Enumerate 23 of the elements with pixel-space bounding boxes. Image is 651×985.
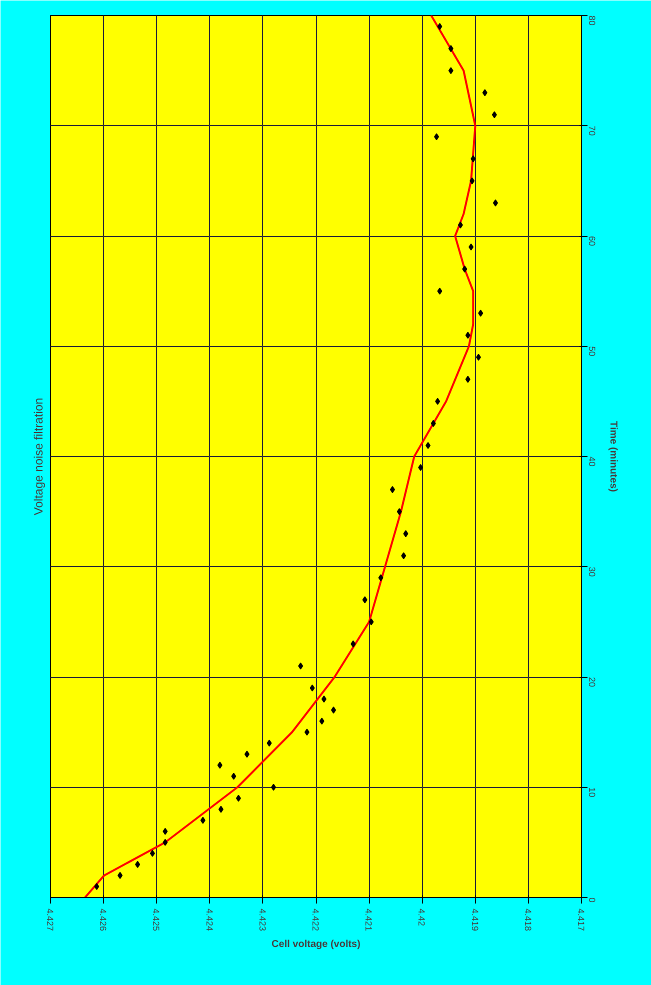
y-tick-label: 0 <box>587 898 597 903</box>
x-tick-label: 4.419 <box>470 908 480 932</box>
y-tick-label: 10 <box>587 787 597 798</box>
x-tick-label: 4.426 <box>98 908 108 932</box>
x-tick-label: 4.417 <box>576 908 586 932</box>
x-tick-label: 4.418 <box>522 908 533 932</box>
x-tick-label: 4.422 <box>310 908 320 932</box>
y-tick-label: 50 <box>587 346 597 356</box>
y-tick-label: 80 <box>587 16 597 26</box>
y-tick-label: 20 <box>587 677 597 688</box>
x-tick-label: 4.424 <box>204 908 214 932</box>
y-tick-label: 40 <box>587 456 597 467</box>
y-axis-title: Time (minutes) <box>608 421 618 492</box>
x-tick-label: 4.423 <box>257 908 268 932</box>
y-tick-label: 70 <box>587 126 597 136</box>
y-tick-label: 60 <box>587 236 597 246</box>
x-axis-title: Cell voltage (volts) <box>272 939 360 950</box>
text: Voltage noise filtration <box>32 398 46 516</box>
y-tick-label: 30 <box>587 566 597 577</box>
x-tick-label: 4.427 <box>45 908 55 932</box>
x-tick-label: 4.425 <box>151 908 162 932</box>
x-tick-label: 4.42 <box>416 908 427 926</box>
x-tick-label: 4.421 <box>364 908 374 932</box>
